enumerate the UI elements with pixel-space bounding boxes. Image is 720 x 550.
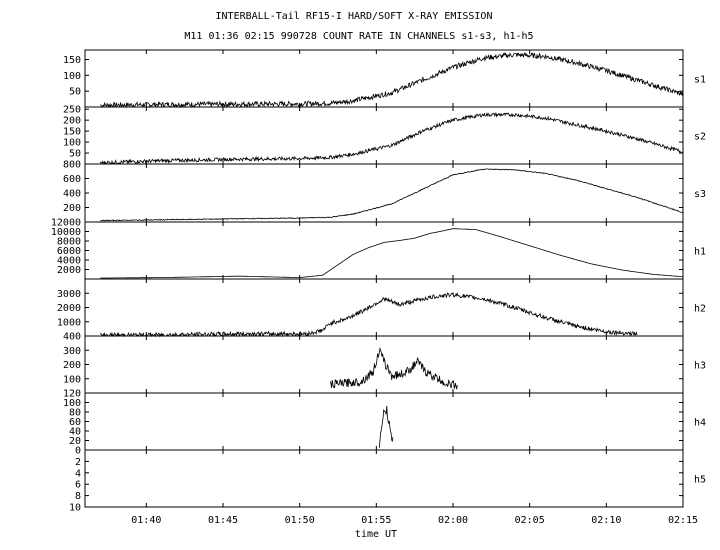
y-tick-label: 800 [63,160,81,171]
series-line-h2 [99,291,638,338]
panel-frame [84,221,684,280]
channel-label-h2: h2 [694,304,706,315]
series-line-h3 [329,346,458,390]
y-tick-label: 100 [63,398,81,409]
y-tick-label: 250 [63,105,81,116]
y-tick-label: 100 [63,138,81,149]
y-tick-label: 8000 [57,237,81,248]
y-tick-label: 40 [69,427,81,438]
panel-h2: 1000 2000 3000 h2 [57,278,706,338]
y-tick-label: 200 [63,360,81,371]
panel-frame [84,392,684,451]
panel-frame [84,106,684,165]
channel-label-s3: s3 [694,189,706,200]
y-tick-label: 2 [75,457,81,468]
panel-frame [84,278,684,337]
y-tick-label: 10000 [51,227,81,238]
series-line-h4 [379,405,394,448]
y-tick-label: 600 [63,174,81,185]
series-line-s1 [100,52,684,109]
chart-subtitle: M11 01:36 02:15 990728 COUNT RATE IN CHA… [184,31,533,42]
y-tick-label: 200 [63,203,81,214]
panel-s1: 50 100 150 s1 [63,49,706,109]
series-line-h1 [100,228,683,279]
panels-group: 50100150s150100150200250s2200400600800s3… [51,49,706,514]
y-tick-label: 20 [69,436,81,447]
x-tick-label: 02:00 [438,515,468,526]
x-tick-label: 02:05 [515,515,545,526]
y-tick-label: 60 [69,417,81,428]
x-tick-label: 01:45 [208,515,238,526]
channel-label-s1: s1 [694,75,706,86]
y-tick-label: 2000 [57,265,81,276]
panel-frame [84,49,684,108]
channel-label-h1: h1 [694,247,706,258]
series-line-s3 [100,168,684,222]
y-tick-label: 300 [63,346,81,357]
y-tick-label: 50 [69,149,81,160]
panel-frame [84,335,684,394]
x-axis: 01:40 01:45 01:50 01:55 02:00 02:05 02:10 02:15 [131,515,698,526]
y-tick-label: 200 [63,116,81,127]
y-tick-label: 80 [69,408,81,419]
channel-label-h5: h5 [694,475,706,486]
y-tick-label: 6 [75,480,81,491]
x-tick-label: 02:15 [668,515,698,526]
y-tick-label: 0 [75,446,81,457]
y-tick-label: 3000 [57,289,81,300]
panel-s3: 200 400 600 800 s3 [63,160,706,223]
x-tick-label: 01:40 [131,515,161,526]
x-tick-label: 01:55 [361,515,391,526]
y-tick-label: 50 [69,87,81,98]
y-tick-label: 4 [75,468,81,479]
y-tick-label: 4000 [57,256,81,267]
y-tick-label: 120 [63,389,81,400]
channel-label-s2: s2 [694,132,706,143]
y-tick-label: 1000 [57,317,81,328]
y-tick-label: 6000 [57,246,81,257]
panel-frame [84,163,684,223]
channel-label-h3: h3 [694,361,706,372]
panel-h3: 100 200 300 400 h3 [63,332,706,394]
chart-title: INTERBALL-Tail RF15-I HARD/SOFT X-RAY EM… [216,11,493,22]
x-tick-label: 01:50 [285,515,315,526]
y-tick-label: 8 [75,491,81,502]
y-tick-label: 150 [63,55,81,66]
x-tick-label: 02:10 [591,515,621,526]
channel-label-h4: h4 [694,418,706,429]
y-tick-label: 150 [63,127,81,138]
y-tick-label: 12000 [51,218,81,229]
panel-frame [84,449,684,508]
y-tick-label: 10 [69,503,81,514]
series-line-s2 [99,111,684,166]
y-tick-label: 400 [63,332,81,343]
y-tick-label: 400 [63,189,81,200]
x-axis-label: time UT [355,529,397,540]
y-tick-label: 100 [63,71,81,82]
y-tick-label: 2000 [57,303,81,314]
y-tick-label: 100 [63,374,81,385]
